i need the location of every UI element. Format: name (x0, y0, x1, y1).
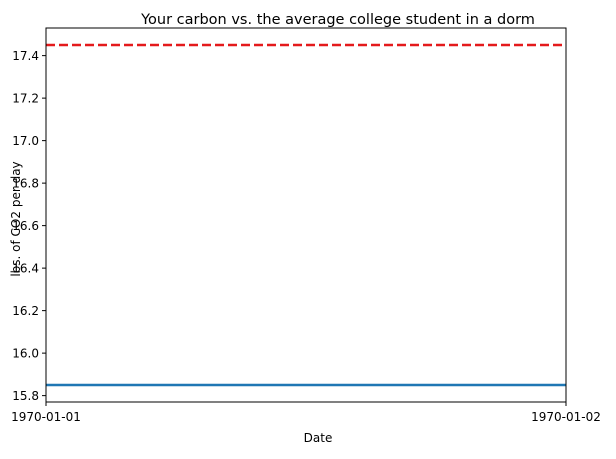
y-tick-label: 16.6 (12, 219, 39, 233)
y-tick-label: 16.4 (12, 262, 39, 276)
y-tick-label: 16.0 (12, 347, 39, 361)
x-axis: 1970-01-01 1970-01-02 (11, 402, 601, 424)
y-tick-label: 16.2 (12, 304, 39, 318)
plot-frame (45, 27, 567, 403)
y-axis-label: lbs. of CO2 per day (9, 161, 23, 276)
y-tick-label: 17.0 (12, 134, 39, 148)
x-tick-label: 1970-01-01 (11, 410, 81, 424)
plot-area (46, 43, 566, 387)
y-tick-label: 15.8 (12, 389, 39, 403)
y-tick-label: 16.8 (12, 177, 39, 191)
y-tick-label: 17.4 (12, 49, 39, 63)
y-axis: 15.8 16.0 16.2 16.4 16.6 16.8 17.0 17.2 17.4 (12, 49, 46, 403)
y-tick-label: 17.2 (12, 92, 39, 106)
x-axis-label: Date (304, 431, 333, 445)
x-tick-label: 1970-01-02 (531, 410, 601, 424)
chart-title: Your carbon vs. the average college stud… (140, 12, 535, 28)
